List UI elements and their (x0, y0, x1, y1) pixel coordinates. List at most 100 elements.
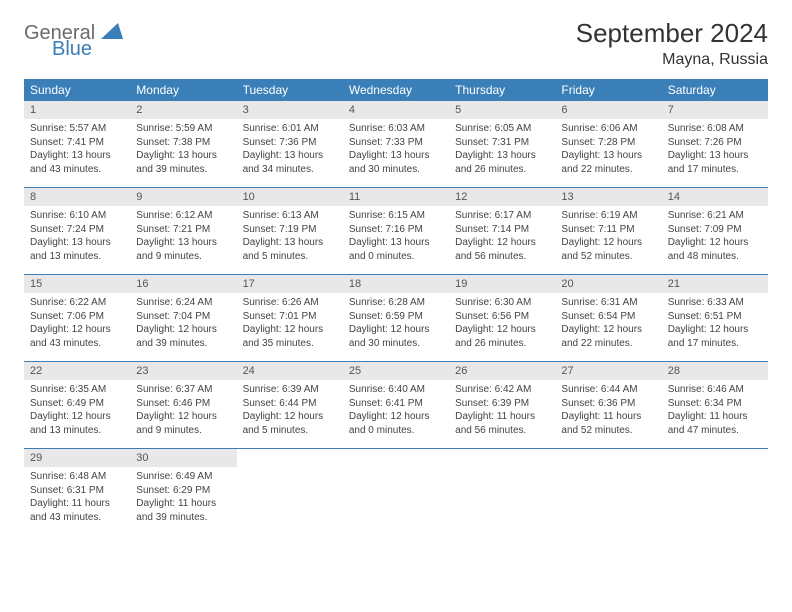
day-cell: 18Sunrise: 6:28 AMSunset: 6:59 PMDayligh… (343, 275, 449, 361)
day-day1: Daylight: 11 hours (30, 497, 124, 511)
day-day2: and 48 minutes. (668, 250, 762, 264)
day-sunrise: Sunrise: 6:03 AM (349, 122, 443, 136)
day-sunset: Sunset: 6:56 PM (455, 310, 549, 324)
day-day2: and 0 minutes. (349, 424, 443, 438)
day-day2: and 9 minutes. (136, 250, 230, 264)
day-number: 26 (449, 362, 555, 380)
day-sunrise: Sunrise: 6:05 AM (455, 122, 549, 136)
day-sunset: Sunset: 6:29 PM (136, 484, 230, 498)
empty-day-cell (662, 449, 768, 535)
day-cell: 12Sunrise: 6:17 AMSunset: 7:14 PMDayligh… (449, 188, 555, 274)
day-day2: and 56 minutes. (455, 250, 549, 264)
day-sunrise: Sunrise: 6:19 AM (561, 209, 655, 223)
day-cell: 5Sunrise: 6:05 AMSunset: 7:31 PMDaylight… (449, 101, 555, 187)
day-day1: Daylight: 12 hours (455, 323, 549, 337)
day-sunrise: Sunrise: 6:08 AM (668, 122, 762, 136)
day-cell: 27Sunrise: 6:44 AMSunset: 6:36 PMDayligh… (555, 362, 661, 448)
day-details: Sunrise: 6:49 AMSunset: 6:29 PMDaylight:… (130, 467, 236, 530)
day-day1: Daylight: 12 hours (243, 323, 337, 337)
day-sunrise: Sunrise: 6:13 AM (243, 209, 337, 223)
day-day2: and 13 minutes. (30, 250, 124, 264)
day-sunrise: Sunrise: 6:21 AM (668, 209, 762, 223)
day-day1: Daylight: 11 hours (136, 497, 230, 511)
day-sunrise: Sunrise: 6:33 AM (668, 296, 762, 310)
day-details: Sunrise: 6:17 AMSunset: 7:14 PMDaylight:… (449, 206, 555, 269)
day-sunrise: Sunrise: 5:57 AM (30, 122, 124, 136)
day-number: 24 (237, 362, 343, 380)
day-day1: Daylight: 11 hours (561, 410, 655, 424)
day-day1: Daylight: 13 hours (561, 149, 655, 163)
day-details: Sunrise: 6:44 AMSunset: 6:36 PMDaylight:… (555, 380, 661, 443)
day-sunrise: Sunrise: 6:44 AM (561, 383, 655, 397)
day-sunrise: Sunrise: 6:49 AM (136, 470, 230, 484)
day-day2: and 13 minutes. (30, 424, 124, 438)
empty-day-cell (555, 449, 661, 535)
day-number: 30 (130, 449, 236, 467)
day-cell: 22Sunrise: 6:35 AMSunset: 6:49 PMDayligh… (24, 362, 130, 448)
day-sunset: Sunset: 7:16 PM (349, 223, 443, 237)
empty-day-cell (237, 449, 343, 535)
day-sunrise: Sunrise: 6:12 AM (136, 209, 230, 223)
week-row: 1Sunrise: 5:57 AMSunset: 7:41 PMDaylight… (24, 101, 768, 188)
day-day2: and 43 minutes. (30, 337, 124, 351)
day-day2: and 26 minutes. (455, 163, 549, 177)
day-day1: Daylight: 12 hours (455, 236, 549, 250)
day-sunrise: Sunrise: 6:15 AM (349, 209, 443, 223)
day-details: Sunrise: 6:12 AMSunset: 7:21 PMDaylight:… (130, 206, 236, 269)
day-cell: 24Sunrise: 6:39 AMSunset: 6:44 PMDayligh… (237, 362, 343, 448)
day-day2: and 22 minutes. (561, 163, 655, 177)
day-sunrise: Sunrise: 6:35 AM (30, 383, 124, 397)
day-number: 11 (343, 188, 449, 206)
day-day1: Daylight: 11 hours (668, 410, 762, 424)
day-day2: and 0 minutes. (349, 250, 443, 264)
day-sunset: Sunset: 6:54 PM (561, 310, 655, 324)
day-sunset: Sunset: 7:01 PM (243, 310, 337, 324)
header: General Blue September 2024 Mayna, Russi… (24, 18, 768, 69)
weekday-header: Thursday (449, 79, 555, 101)
day-cell: 9Sunrise: 6:12 AMSunset: 7:21 PMDaylight… (130, 188, 236, 274)
day-cell: 7Sunrise: 6:08 AMSunset: 7:26 PMDaylight… (662, 101, 768, 187)
day-number: 16 (130, 275, 236, 293)
day-number: 25 (343, 362, 449, 380)
day-details: Sunrise: 6:48 AMSunset: 6:31 PMDaylight:… (24, 467, 130, 530)
day-day1: Daylight: 13 hours (136, 236, 230, 250)
day-sunrise: Sunrise: 6:24 AM (136, 296, 230, 310)
day-sunrise: Sunrise: 6:37 AM (136, 383, 230, 397)
day-cell: 25Sunrise: 6:40 AMSunset: 6:41 PMDayligh… (343, 362, 449, 448)
day-number: 4 (343, 101, 449, 119)
empty-day-cell (343, 449, 449, 535)
day-day1: Daylight: 12 hours (668, 236, 762, 250)
day-day2: and 56 minutes. (455, 424, 549, 438)
day-number: 5 (449, 101, 555, 119)
day-sunrise: Sunrise: 6:26 AM (243, 296, 337, 310)
day-cell: 3Sunrise: 6:01 AMSunset: 7:36 PMDaylight… (237, 101, 343, 187)
day-cell: 19Sunrise: 6:30 AMSunset: 6:56 PMDayligh… (449, 275, 555, 361)
day-sunrise: Sunrise: 6:28 AM (349, 296, 443, 310)
day-sunrise: Sunrise: 6:46 AM (668, 383, 762, 397)
location-label: Mayna, Russia (576, 51, 768, 69)
day-sunset: Sunset: 7:36 PM (243, 136, 337, 150)
day-day2: and 5 minutes. (243, 424, 337, 438)
day-number: 20 (555, 275, 661, 293)
day-cell: 4Sunrise: 6:03 AMSunset: 7:33 PMDaylight… (343, 101, 449, 187)
day-details: Sunrise: 6:15 AMSunset: 7:16 PMDaylight:… (343, 206, 449, 269)
day-sunset: Sunset: 6:36 PM (561, 397, 655, 411)
day-cell: 28Sunrise: 6:46 AMSunset: 6:34 PMDayligh… (662, 362, 768, 448)
day-sunset: Sunset: 6:39 PM (455, 397, 549, 411)
day-details: Sunrise: 5:57 AMSunset: 7:41 PMDaylight:… (24, 119, 130, 182)
day-day2: and 17 minutes. (668, 163, 762, 177)
day-number: 15 (24, 275, 130, 293)
day-number: 21 (662, 275, 768, 293)
day-sunset: Sunset: 7:06 PM (30, 310, 124, 324)
day-day1: Daylight: 13 hours (349, 149, 443, 163)
day-sunset: Sunset: 7:14 PM (455, 223, 549, 237)
day-number: 17 (237, 275, 343, 293)
day-cell: 15Sunrise: 6:22 AMSunset: 7:06 PMDayligh… (24, 275, 130, 361)
day-details: Sunrise: 6:19 AMSunset: 7:11 PMDaylight:… (555, 206, 661, 269)
weekday-header: Monday (130, 79, 236, 101)
day-day1: Daylight: 13 hours (243, 149, 337, 163)
day-number: 8 (24, 188, 130, 206)
day-details: Sunrise: 6:01 AMSunset: 7:36 PMDaylight:… (237, 119, 343, 182)
day-sunrise: Sunrise: 6:01 AM (243, 122, 337, 136)
week-row: 22Sunrise: 6:35 AMSunset: 6:49 PMDayligh… (24, 362, 768, 449)
